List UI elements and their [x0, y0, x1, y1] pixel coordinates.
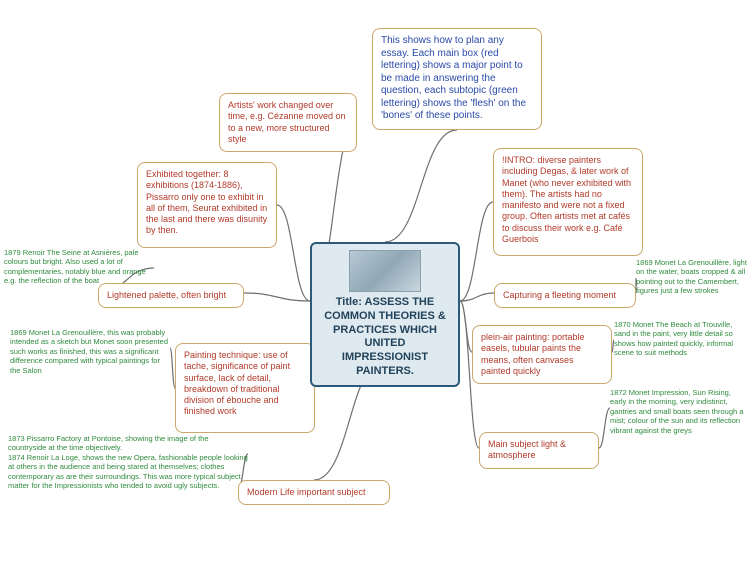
topic-exhibited: Exhibited together: 8 exhibitions (1874-…: [137, 162, 277, 248]
topic-lightened: Lightened palette, often bright: [98, 283, 244, 308]
center-node: Title: ASSESS THE COMMON THEORIES & PRAC…: [310, 242, 460, 387]
center-image: [349, 250, 421, 292]
topic-modern_life: Modern Life important subject: [238, 480, 390, 505]
example-capturing-0: 1869 Monet La Grenouillère, light on the…: [636, 258, 748, 296]
example-lightened-0: 1879 Renoir The Seine at Asnières, pale …: [4, 248, 154, 286]
example-light_atmos-0: 1872 Monet Impression, Sun Rising, early…: [610, 388, 748, 435]
topic-light_atmos: Main subject light & atmosphere: [479, 432, 599, 469]
topic-technique: Painting technique: use of tache, signif…: [175, 343, 315, 433]
topic-artists_changed: Artists' work changed over time, e.g. Cé…: [219, 93, 357, 152]
instruction-box: This shows how to plan any essay. Each m…: [372, 28, 542, 130]
topic-pleinair: plein-air painting: portable easels, tub…: [472, 325, 612, 384]
center-title: Title: ASSESS THE COMMON THEORIES & PRAC…: [320, 296, 450, 379]
example-pleinair-0: 1870 Monet The Beach at Trouville, sand …: [614, 320, 748, 358]
example-technique-0: 1869 Monet La Grenouillère, this was pro…: [10, 328, 170, 375]
example-modern_life-0: 1873 Pissarro Factory at Pontoise, showi…: [8, 434, 248, 490]
topic-capturing: Capturing a fleeting moment: [494, 283, 636, 308]
topic-intro: !INTRO: diverse painters including Degas…: [493, 148, 643, 256]
